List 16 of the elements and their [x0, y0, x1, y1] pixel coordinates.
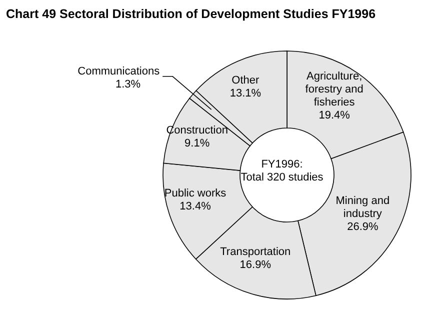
data-label: 26.9% [347, 221, 378, 234]
slice-label: Other [232, 74, 260, 87]
data-label: 1.3% [116, 78, 141, 90]
text: Total 320 studies [240, 172, 324, 184]
slice-label: Public works [164, 188, 227, 200]
data-label: 9.1% [184, 137, 210, 150]
text: FY1996: [261, 158, 303, 170]
slice-label: Transportation [220, 246, 291, 258]
slice-label: Communications [78, 65, 160, 78]
chart-title: Chart 49 Sectoral Distribution of Development Studies FY1996 [6, 7, 376, 21]
data-label: 13.4% [180, 200, 212, 213]
data-label: 19.4% [318, 109, 350, 122]
data-label: 13.1% [230, 88, 262, 100]
slice-label: Mining and industry [336, 195, 390, 220]
data-label: 16.9% [240, 259, 272, 272]
slice-label: Agriculture, forestry and fisheries [305, 70, 364, 108]
